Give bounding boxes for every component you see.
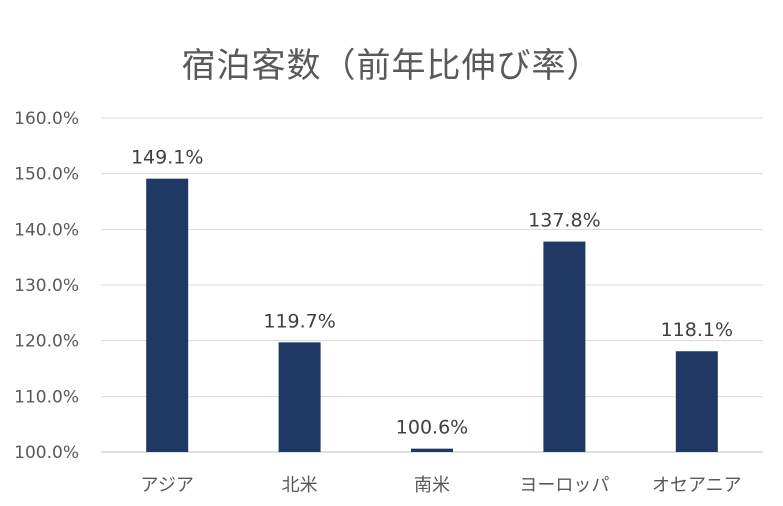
y-tick-label: 120.0% — [14, 332, 79, 352]
bar — [146, 178, 189, 452]
category-label: 北米 — [282, 475, 318, 496]
bar — [278, 342, 321, 452]
category-label: アジア — [141, 475, 194, 496]
category-label: オセアニア — [652, 475, 742, 496]
bar — [675, 351, 718, 452]
category-label: 南米 — [414, 475, 450, 496]
y-axis-tick-labels: 100.0% 110.0% 120.0% 130.0% 140.0% 150.0% 160.… — [14, 109, 79, 463]
bar — [411, 448, 453, 452]
data-label: 100.6% — [396, 417, 468, 439]
y-tick-label: 150.0% — [14, 165, 79, 185]
gridlines — [101, 117, 763, 453]
y-tick-label: 160.0% — [14, 109, 79, 129]
category-label: ヨーロッパ — [519, 475, 609, 496]
y-tick-label: 110.0% — [14, 387, 79, 407]
bars — [146, 178, 718, 452]
y-tick-label: 140.0% — [14, 220, 79, 240]
data-label: 119.7% — [263, 310, 335, 332]
chart-title: 宿泊客数（前年比伸び率） — [181, 46, 602, 86]
y-tick-label: 100.0% — [14, 443, 79, 463]
y-tick-label: 130.0% — [14, 276, 79, 296]
data-label: 137.8% — [528, 210, 600, 232]
data-label: 118.1% — [661, 319, 733, 341]
data-label: 149.1% — [131, 147, 203, 169]
x-axis-category-labels: アジア 北米 南米 ヨーロッパ オセアニア — [141, 475, 742, 496]
data-labels: 149.1% 119.7% 100.6% 137.8% 118.1% — [131, 147, 733, 439]
bar — [543, 241, 586, 452]
